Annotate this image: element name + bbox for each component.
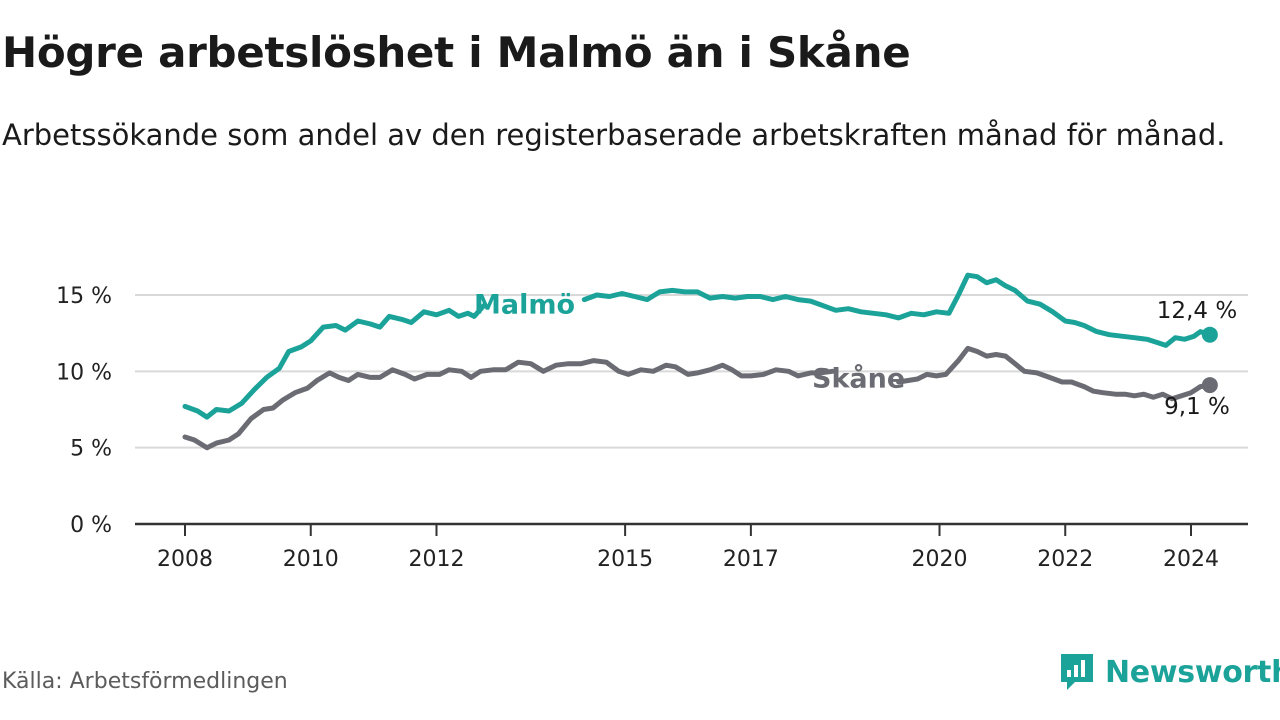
x-tick-label: 2010 [283,547,339,572]
newsworthy-logo-icon [1061,654,1093,690]
y-tick-label: 15 % [56,284,112,309]
y-tick-label: 10 % [56,360,112,385]
newsworthy-brand[interactable]: Newsworthy [1059,652,1280,692]
series-label-malmo: Malmö [474,289,575,320]
x-tick-label: 2017 [723,547,779,572]
y-tick-label: 5 % [70,437,112,462]
end-value-label-malmo: 12,4 % [1157,298,1237,324]
x-tick-label: 2022 [1037,547,1093,572]
x-tick-label: 2008 [157,547,213,572]
chart-subtitle: Arbetssökande som andel av den registerb… [2,118,1226,152]
x-tick-label: 2012 [409,547,465,572]
x-axis: 0 % 5 % 10 % 15 % 2008 2010 2012 2015 2017 2020 20… [56,284,1248,572]
chart-labels: Malmö Skåne 12,4 % 9,1 % [474,289,1237,420]
end-value-label-skane: 9,1 % [1164,394,1230,420]
y-tick-label: 0 % [70,513,112,538]
x-tick-label: 2024 [1163,547,1219,572]
series-label-skane: Skåne [812,362,905,394]
series-line-malmo [182,272,1213,420]
x-tick-label: 2020 [912,547,968,572]
end-point-malmo [1201,326,1218,343]
series-lines [182,272,1218,451]
series-line-skane [182,345,1213,451]
source-note: Källa: Arbetsförmedlingen [2,669,288,694]
brand-name: Newsworthy [1105,654,1280,690]
end-point-skane [1201,377,1218,394]
chart-title: Högre arbetslöshet i Malmö än i Skåne [2,28,911,77]
x-tick-label: 2015 [597,547,653,572]
